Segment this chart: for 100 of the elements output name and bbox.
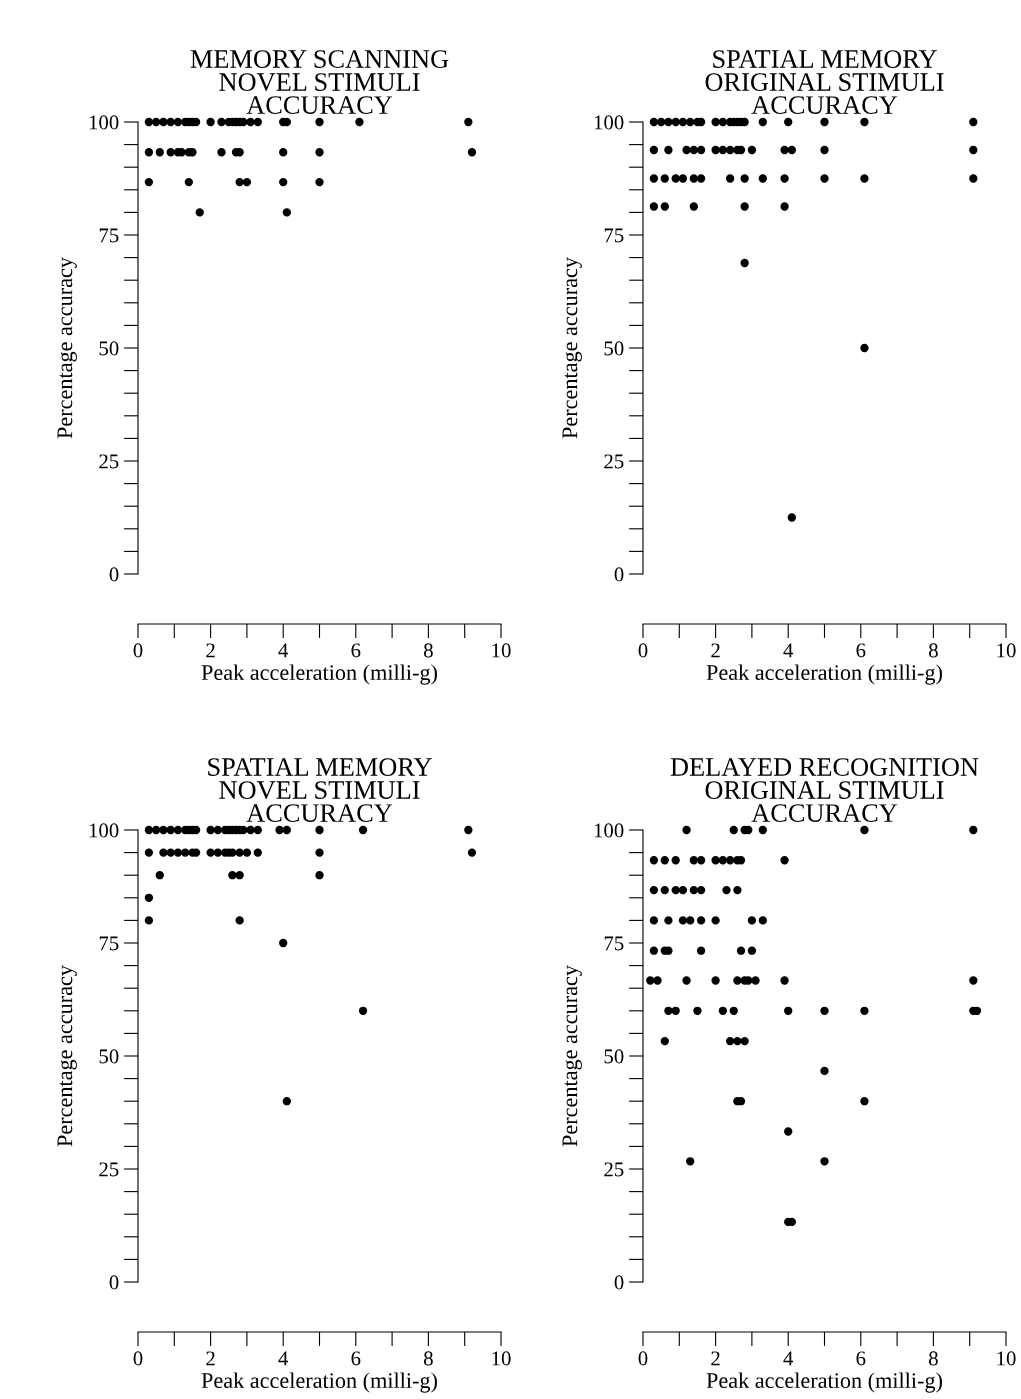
y-tick-label: 75 [99,936,119,951]
chart-title: MEMORY SCANNING NOVEL STIMULI ACCURACY [190,50,449,114]
x-axis-title: Peak acceleration (milli-g) [201,1372,437,1393]
point [740,258,749,268]
y-tick-label: 0 [614,1275,624,1290]
point [860,174,869,183]
point [758,117,767,127]
x-tick-label: 0 [638,1351,648,1366]
chart-title: DELAYED RECOGNITION ORIGINAL STIMULI ACCURACY [670,758,979,822]
point [159,848,168,857]
point [664,117,673,127]
point [315,848,324,857]
point [758,174,767,183]
chart-title: SPATIAL MEMORY ORIGINAL STIMULI ACCURACY [705,50,944,114]
point [228,871,237,880]
point [279,177,288,187]
y-tick-label: 0 [109,567,119,582]
point [820,145,829,155]
y-tick-label: 75 [604,228,624,243]
point [144,893,154,902]
y-tick-label: 100 [594,823,624,838]
point [696,174,706,183]
point [860,117,869,127]
point [820,117,829,127]
x-tick-label: 10 [997,1351,1016,1366]
x-tick-label: 2 [206,643,215,658]
point [780,174,789,183]
point [689,174,698,183]
point [686,117,695,127]
point [315,148,324,157]
point [358,825,368,835]
y-tick-label: 50 [604,341,624,356]
x-tick-label: 0 [133,643,143,658]
point [467,848,477,857]
point [246,117,255,127]
x-tick-label: 6 [351,643,361,658]
point [206,825,215,835]
x-tick-label: 8 [928,643,938,658]
x-tick-label: 10 [997,643,1016,658]
point [660,174,669,183]
y-tick-label: 25 [99,454,119,469]
point [253,848,262,857]
point [315,117,324,127]
point [144,148,154,157]
point [358,1006,368,1015]
point [660,202,669,211]
point [860,343,869,353]
x-tick-label: 8 [423,1351,433,1366]
y-axis-title: Percentage accuracy [57,257,77,439]
x-tick-label: 6 [856,1351,866,1366]
y-tick-label: 0 [109,1275,119,1290]
point [649,202,659,211]
x-tick-label: 4 [783,1351,794,1366]
point [173,848,183,857]
x-tick-label: 0 [638,643,648,658]
point [671,174,680,183]
x-tick-label: 10 [492,643,511,658]
y-axis-title: Percentage accuracy [562,257,582,439]
point [969,117,978,127]
point [279,148,288,157]
point [166,825,175,835]
x-tick-label: 2 [206,1351,215,1366]
y-tick-label: 100 [594,115,624,130]
point [213,848,223,857]
point [467,148,477,157]
point [464,117,473,127]
point [217,117,226,127]
y-tick-label: 25 [604,454,624,469]
point [282,825,291,835]
point [682,145,691,155]
point [159,117,168,127]
point [166,848,175,857]
point [206,848,215,857]
point [725,174,735,183]
x-tick-label: 8 [928,1351,938,1366]
x-tick-label: 4 [278,643,289,658]
point [184,177,193,187]
point [315,177,324,187]
point [246,825,255,835]
y-tick-label: 50 [604,1049,624,1064]
x-axis-title: Peak acceleration (milli-g) [706,1372,942,1393]
point [711,145,720,155]
y-axis-title: Percentage accuracy [57,965,77,1147]
point [740,174,749,183]
point [166,117,175,127]
point [696,145,706,155]
y-tick-label: 25 [99,1162,119,1177]
point [649,174,659,183]
point [151,117,161,127]
point [235,871,244,880]
x-tick-label: 4 [278,1351,289,1366]
point [275,825,284,835]
point [656,117,666,127]
point [780,202,789,211]
point [217,148,226,157]
point [282,208,291,217]
point [159,825,168,835]
point [711,117,720,127]
point [969,174,978,183]
point [649,145,659,155]
